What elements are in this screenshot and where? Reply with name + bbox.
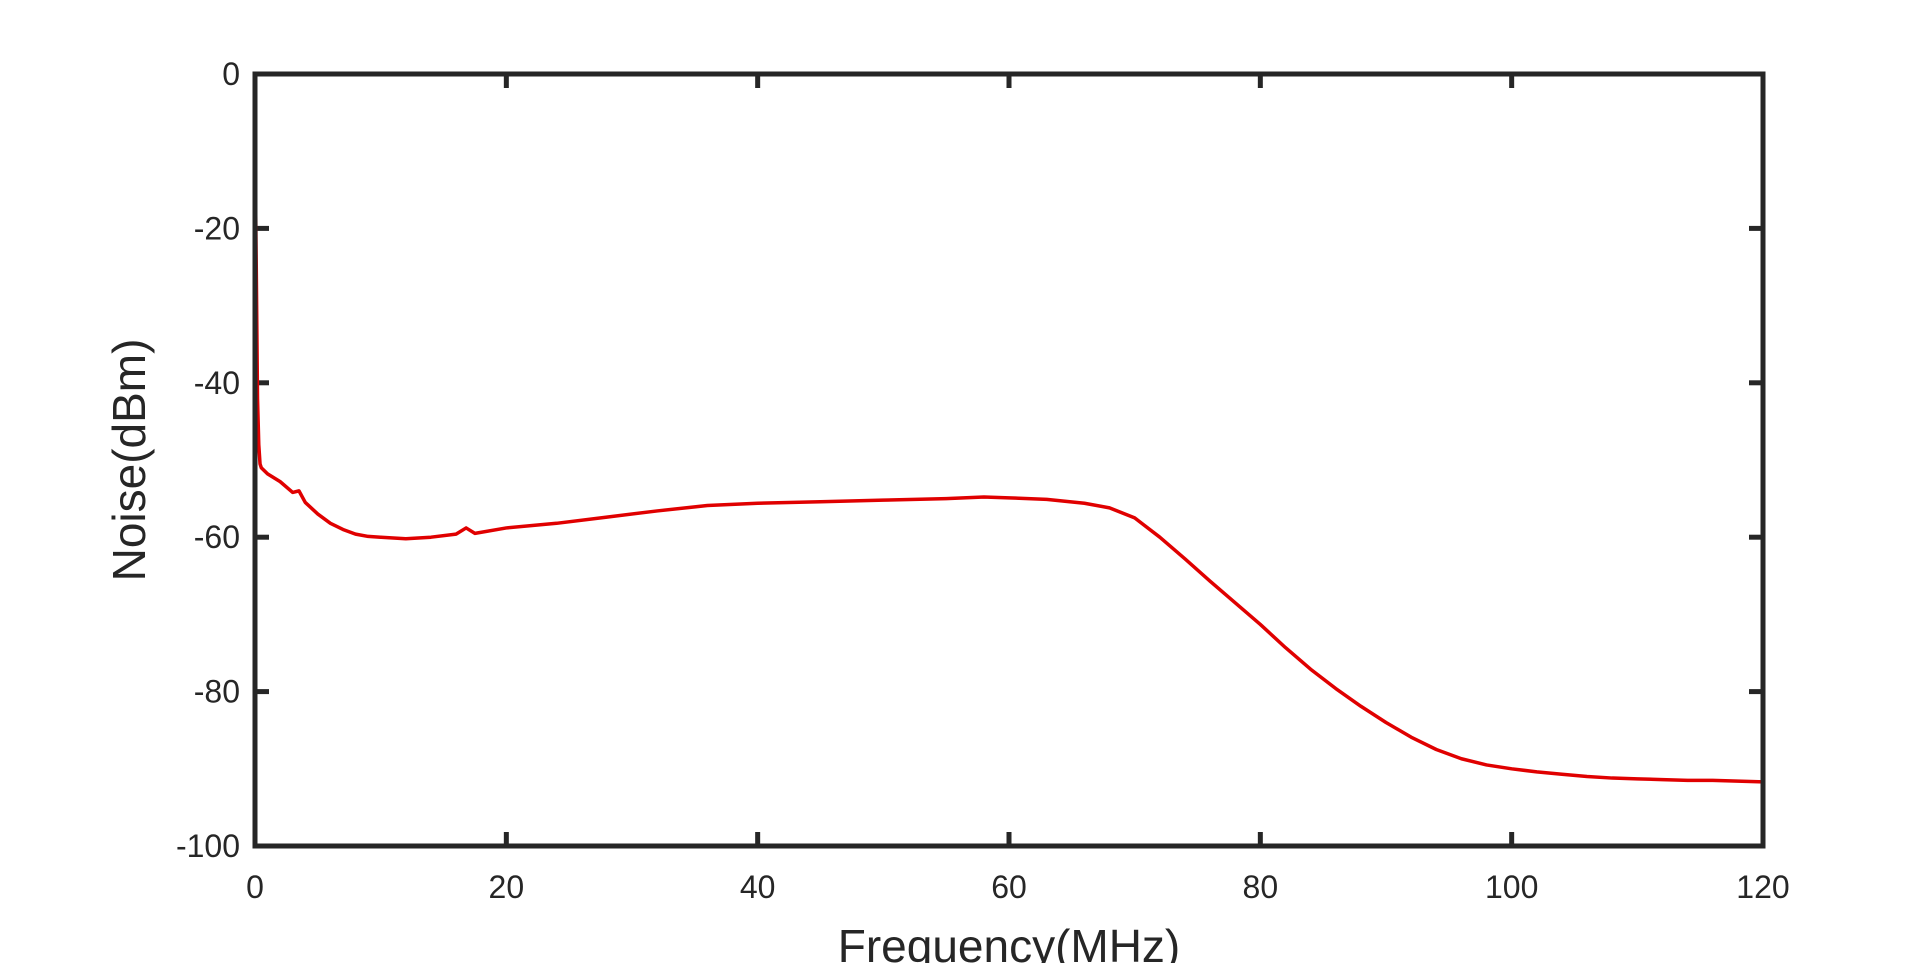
tick-labels: 0 20 40 60 80 100 120 0 -20 -40 -60 -80 -100 xyxy=(176,56,1790,905)
y-tick-label-5: -100 xyxy=(176,828,240,864)
y-axis-label: Noise(dBm) xyxy=(103,339,155,582)
x-tick-label-6: 120 xyxy=(1736,869,1789,905)
x-tick-label-4: 80 xyxy=(1243,869,1279,905)
x-tick-label-3: 60 xyxy=(991,869,1027,905)
y-tick-label-1: -20 xyxy=(194,210,240,246)
x-tick-label-5: 100 xyxy=(1485,869,1538,905)
x-tick-label-0: 0 xyxy=(246,869,264,905)
x-tick-label-1: 20 xyxy=(489,869,525,905)
y-tick-label-2: -40 xyxy=(194,365,240,401)
plot-frame xyxy=(252,71,1766,849)
y-tick-label-0: 0 xyxy=(222,56,240,92)
x-axis-label: Frequency(MHz) xyxy=(838,920,1181,963)
y-tick-label-3: -60 xyxy=(194,519,240,555)
x-tick-label-2: 40 xyxy=(740,869,776,905)
y-tick-label-4: -80 xyxy=(194,674,240,710)
noise-series-line xyxy=(253,135,1764,784)
